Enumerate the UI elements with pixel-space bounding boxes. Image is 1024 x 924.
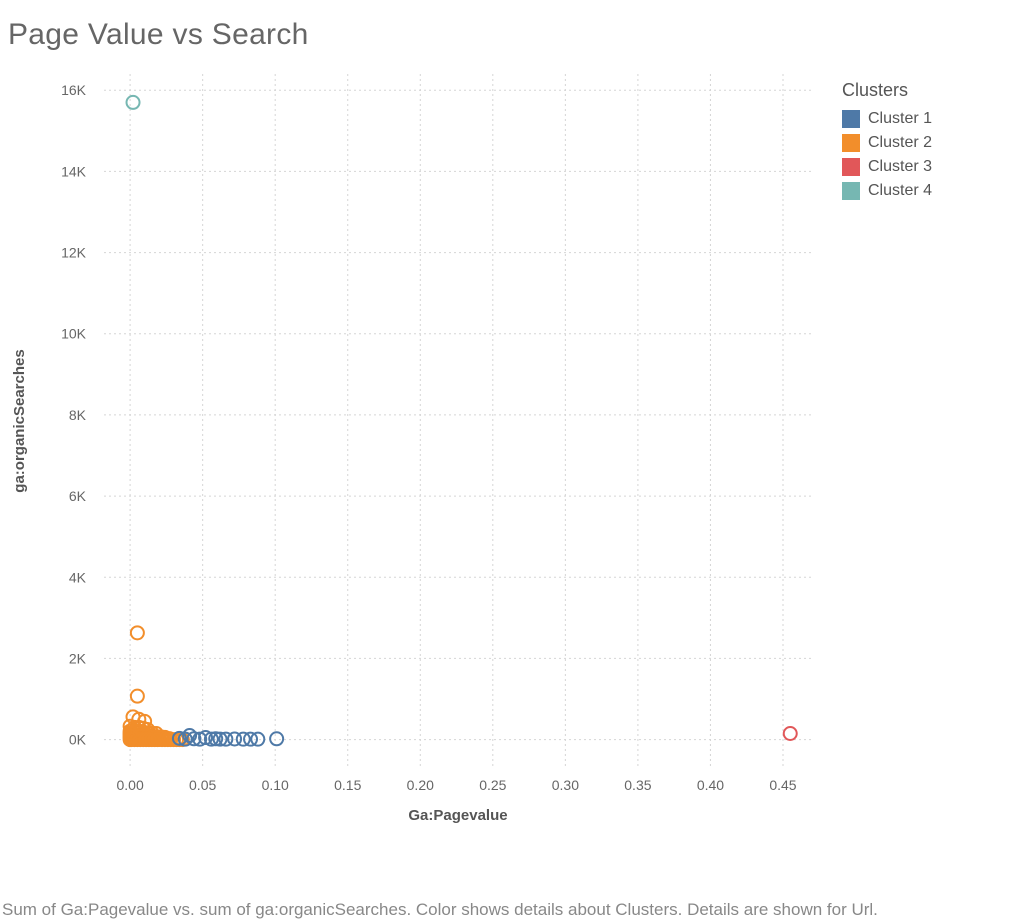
- legend-item[interactable]: Cluster 4: [842, 179, 1012, 203]
- y-tick-label: 0K: [69, 732, 87, 748]
- x-tick-label: 0.30: [552, 777, 579, 793]
- legend-item[interactable]: Cluster 2: [842, 131, 1012, 155]
- legend: Clusters Cluster 1 Cluster 2 Cluster 3 Clus…: [842, 80, 1012, 203]
- y-tick-label: 14K: [61, 163, 87, 179]
- data-point[interactable]: [127, 96, 140, 109]
- y-tick-label: 10K: [61, 326, 87, 342]
- legend-swatch: [842, 134, 860, 152]
- legend-swatch: [842, 158, 860, 176]
- data-point[interactable]: [131, 690, 144, 703]
- y-tick-label: 2K: [69, 650, 87, 666]
- legend-label: Cluster 3: [868, 158, 932, 176]
- chart-caption: Sum of Ga:Pagevalue vs. sum of ga:organi…: [2, 898, 882, 922]
- data-point[interactable]: [784, 727, 797, 740]
- data-point[interactable]: [131, 626, 144, 639]
- x-tick-label: 0.35: [624, 777, 651, 793]
- legend-swatch: [842, 182, 860, 200]
- y-tick-label: 8K: [69, 407, 87, 423]
- x-tick-label: 0.45: [769, 777, 796, 793]
- x-tick-label: 0.00: [116, 777, 143, 793]
- scatter-chart[interactable]: 0.00 0.05 0.10 0.15 0.20 0.25 0.30 0.35 0.40 0.45…: [0, 68, 820, 858]
- legend-label: Cluster 4: [868, 182, 932, 200]
- legend-title: Clusters: [842, 80, 1012, 101]
- x-tick-label: 0.05: [189, 777, 216, 793]
- y-tick-label: 16K: [61, 82, 87, 98]
- data-point[interactable]: [270, 732, 283, 745]
- y-axis-label: ga:organicSearches: [11, 349, 28, 492]
- x-tick-label: 0.20: [407, 777, 434, 793]
- x-tick-label: 0.40: [697, 777, 724, 793]
- y-tick-label: 6K: [69, 488, 87, 504]
- page-title: Page Value vs Search: [8, 18, 309, 52]
- legend-item[interactable]: Cluster 1: [842, 107, 1012, 131]
- x-tick-label: 0.25: [479, 777, 506, 793]
- legend-label: Cluster 2: [868, 134, 932, 152]
- legend-swatch: [842, 110, 860, 128]
- x-axis-label: Ga:Pagevalue: [408, 807, 507, 824]
- y-tick-label: 12K: [61, 245, 87, 261]
- x-tick-label: 0.15: [334, 777, 361, 793]
- x-tick-label: 0.10: [262, 777, 289, 793]
- y-tick-label: 4K: [69, 569, 87, 585]
- legend-item[interactable]: Cluster 3: [842, 155, 1012, 179]
- legend-label: Cluster 1: [868, 110, 932, 128]
